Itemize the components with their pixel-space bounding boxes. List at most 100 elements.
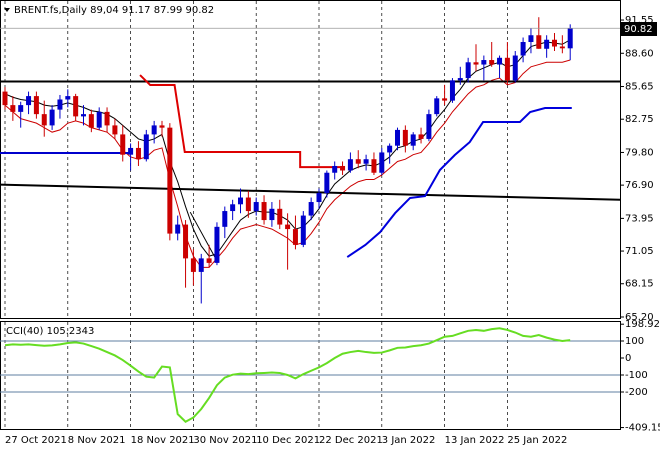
- price-label-box: [621, 22, 657, 36]
- candle-body: [253, 202, 259, 212]
- candle-body: [41, 114, 47, 126]
- candle-body: [434, 98, 440, 115]
- y-tick-label: -409.150: [625, 423, 660, 434]
- y-tick-label: -200: [625, 387, 648, 398]
- candle-body: [457, 78, 463, 81]
- candle-body: [73, 96, 79, 117]
- y-tick-label: 73.95: [625, 213, 654, 224]
- y-tick-label: 82.75: [625, 114, 654, 125]
- candle-body: [65, 96, 71, 100]
- candle-body: [49, 109, 55, 126]
- candle-body: [285, 224, 291, 230]
- candle-body: [18, 105, 24, 112]
- candle-body: [355, 159, 361, 164]
- y-tick-label: 0: [625, 353, 631, 364]
- candle-body: [512, 55, 518, 81]
- candle-body: [544, 39, 550, 49]
- candle-body: [214, 226, 220, 263]
- candle-body: [426, 114, 432, 139]
- candle-body: [497, 57, 503, 65]
- y-tick-label: 79.80: [625, 147, 654, 158]
- x-tick-label: 27 Oct 2021: [5, 435, 67, 446]
- x-tick-label: 22 Dec 2021: [319, 435, 383, 446]
- candle-body: [96, 111, 102, 128]
- candle-body: [222, 211, 228, 227]
- overlay-line: [139, 74, 341, 169]
- y-tick-label: 85.65: [625, 82, 654, 93]
- candle-body: [347, 159, 353, 171]
- y-tick-label: 100: [625, 336, 644, 347]
- candle-body: [481, 60, 487, 65]
- candle-body: [465, 62, 471, 79]
- candle-body: [371, 159, 377, 173]
- y-tick-label: 76.90: [625, 180, 654, 191]
- candle-body: [167, 127, 173, 234]
- candle-body: [536, 35, 542, 49]
- candle-body: [238, 197, 243, 205]
- candle-body: [489, 60, 495, 65]
- candle-body: [567, 28, 573, 49]
- candle-body: [190, 258, 196, 272]
- x-tick-label: 25 Jan 2022: [507, 435, 567, 446]
- candle-body: [10, 105, 16, 112]
- candle-body: [120, 134, 126, 155]
- cci-line: [4, 327, 571, 423]
- y-tick-label: -100: [625, 370, 648, 381]
- candle-body: [151, 125, 157, 135]
- candle-body: [261, 202, 267, 221]
- x-tick-label: 10 Dec 2021: [256, 435, 320, 446]
- candle-body: [128, 147, 134, 155]
- overlay-line: [346, 107, 572, 258]
- candle-body: [316, 193, 322, 203]
- candle-body: [230, 204, 236, 212]
- y-tick-label: 65.20: [625, 312, 654, 323]
- candle-body: [88, 114, 94, 128]
- candle-body: [363, 159, 369, 164]
- candle-body: [198, 258, 204, 272]
- price-label: 90.82: [624, 24, 653, 35]
- overlay-line: [189, 211, 216, 259]
- candle-body: [504, 57, 510, 81]
- candle-body: [379, 152, 385, 173]
- candle-body: [292, 229, 298, 245]
- candle-body: [324, 172, 330, 194]
- candle-body: [135, 147, 141, 160]
- candle-body: [520, 42, 526, 56]
- candle-body: [442, 98, 448, 101]
- candle-body: [528, 35, 534, 43]
- x-tick-label: 3 Jan 2022: [382, 435, 436, 446]
- candle-body: [332, 165, 338, 173]
- candle-body: [104, 111, 110, 126]
- y-tick-label: 68.15: [625, 279, 654, 290]
- candle-body: [410, 134, 416, 146]
- candle-body: [559, 46, 565, 49]
- candle-body: [277, 208, 283, 225]
- candle-body: [449, 80, 455, 101]
- candle-body: [245, 197, 251, 212]
- candle-body: [418, 134, 424, 139]
- chart-title: BRENT.fs,Daily 89,04 91.17 87.99 90.82: [14, 5, 214, 16]
- candle-body: [206, 258, 212, 263]
- candle-body: [473, 62, 479, 65]
- candle-body: [159, 125, 165, 128]
- candle-body: [57, 99, 63, 110]
- candle-body: [112, 125, 118, 135]
- candle-body: [308, 202, 314, 216]
- candle-body: [552, 39, 557, 47]
- y-tick-label: 88.60: [625, 48, 654, 59]
- y-tick-label: 198.9222: [625, 319, 660, 330]
- candle-body: [33, 96, 39, 115]
- x-tick-label: 8 Nov 2021: [68, 435, 126, 446]
- candle-body: [395, 129, 400, 146]
- overlay-line: [0, 183, 621, 201]
- candle-body: [269, 208, 275, 221]
- candle-body: [143, 134, 149, 160]
- candle-body: [26, 96, 32, 106]
- candle-body: [387, 145, 393, 153]
- menu-triangle: [4, 8, 10, 12]
- candle-body: [81, 114, 86, 117]
- y-tick-label: 71.05: [625, 246, 654, 257]
